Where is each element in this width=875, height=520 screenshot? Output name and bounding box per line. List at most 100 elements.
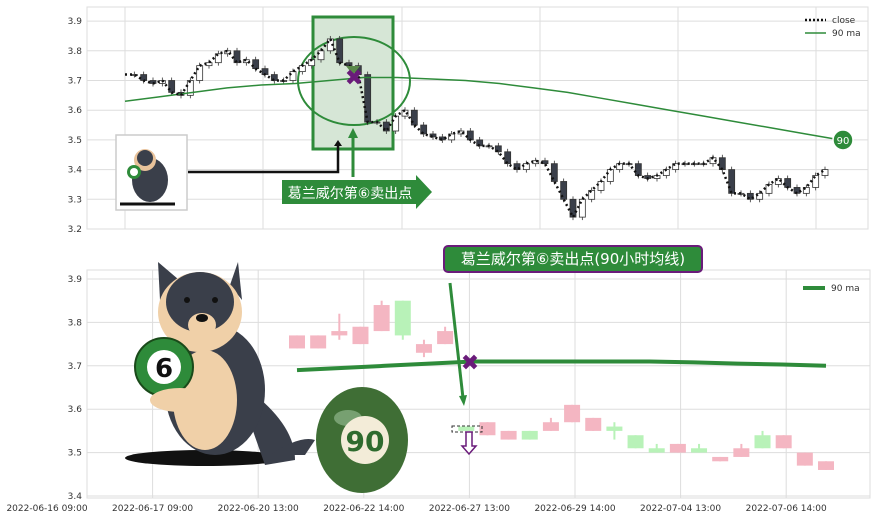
candle-body — [289, 335, 305, 349]
arrowhead-icon — [459, 395, 467, 406]
candle-body — [578, 198, 586, 218]
bottom-ma90-line — [296, 359, 827, 373]
pointer-arrow-green — [448, 282, 465, 399]
candle-body — [634, 163, 642, 176]
y-tick-label: 3.7 — [68, 77, 82, 87]
candle-body — [494, 145, 502, 153]
candle-body — [224, 50, 232, 55]
candle-body — [597, 181, 605, 191]
candle-body — [364, 74, 372, 123]
ma-badge — [832, 129, 854, 151]
ball-90-illustration: 90 — [316, 387, 408, 493]
candle-body — [500, 430, 517, 440]
y-tick-label: 3.5 — [68, 136, 82, 146]
sell-x-marker: ✖ — [461, 351, 479, 376]
candle-body — [812, 175, 820, 188]
candle-body — [775, 435, 792, 449]
legend-ma-label: 90 ma — [832, 29, 861, 39]
candle-body — [672, 163, 680, 171]
highlight-box — [311, 15, 395, 151]
ma-badge-label: 90 — [837, 136, 850, 147]
y-tick-label: 3.3 — [68, 195, 82, 205]
candle-body — [394, 300, 411, 336]
arrowhead-icon — [334, 140, 342, 146]
candle-body — [289, 71, 297, 81]
candle-body — [331, 331, 348, 336]
candle-body — [233, 50, 241, 64]
x-tick-label: 2022-07-04 13:00 — [640, 504, 721, 514]
candle-body — [733, 448, 750, 457]
candle-body — [606, 426, 623, 431]
candle-body — [606, 169, 614, 182]
bottom-yticks: 3.4 3.5 3.6 3.7 3.8 3.9 — [68, 275, 83, 502]
highlight-circle — [297, 36, 411, 126]
candle-body — [392, 115, 400, 132]
candle-body — [821, 169, 829, 176]
top-yticks: 3.2 3.3 3.4 3.5 3.6 3.7 3.8 3.9 — [68, 17, 83, 235]
candle-body — [410, 109, 418, 126]
candle-body — [521, 430, 538, 440]
x-tick-label: 2022-06-20 13:00 — [218, 504, 299, 514]
y-tick-label: 3.4 — [68, 492, 83, 502]
y-tick-label: 3.5 — [68, 449, 82, 459]
pointer-arrow-black — [188, 142, 340, 174]
x-tick-label: 2022-06-22 14:00 — [323, 504, 404, 514]
x-tick-label: 2022-06-16 09:00 — [6, 504, 87, 514]
bottom-candles — [289, 300, 834, 470]
candle-body — [415, 344, 432, 353]
candle-body — [458, 426, 475, 431]
candle-body — [382, 121, 390, 132]
candle-body — [569, 198, 577, 218]
candle-body — [479, 422, 496, 436]
y-tick-label: 3.9 — [68, 17, 83, 27]
candle-body — [627, 435, 644, 449]
bottom-xticks: 2022-06-16 09:00 2022-06-17 09:00 2022-06-… — [6, 504, 827, 514]
triangle-marker — [346, 66, 360, 75]
candle-body — [728, 169, 736, 194]
candle-body — [648, 448, 665, 453]
y-tick-label: 3.8 — [68, 47, 83, 57]
candle-body — [774, 178, 782, 185]
top-grid — [87, 7, 868, 230]
candle-body — [513, 163, 521, 171]
candle-body — [168, 80, 176, 93]
bottom-panel: 3.43.53.63.73.83.9 2022-06-16 09:00 2022-… — [6, 245, 871, 514]
legend-close-label: close — [832, 16, 856, 26]
arrowhead-icon — [348, 128, 358, 138]
y-tick-label: 3.9 — [68, 275, 83, 285]
candle-body — [448, 133, 456, 141]
x-tick-label: 2022-06-27 13:00 — [429, 504, 510, 514]
candle-body — [504, 151, 512, 165]
candle-body — [550, 163, 558, 182]
down-arrow-icon — [460, 431, 478, 456]
candle-body — [669, 443, 686, 453]
dog-thumbnail-image — [120, 149, 175, 206]
candle-body — [140, 74, 148, 81]
candle-body — [588, 189, 596, 200]
title-label-box — [443, 245, 703, 273]
top-plot-area — [86, 6, 869, 230]
top-close-line — [125, 36, 826, 220]
candle-body — [252, 59, 260, 70]
title-label: 葛兰威尔第⑥卖出点(90小时均线) — [461, 250, 685, 268]
candle-body — [420, 124, 428, 135]
candle-body — [756, 192, 764, 200]
y-tick-label: 3.4 — [68, 166, 83, 176]
y-tick-label: 3.6 — [68, 106, 83, 116]
dog-illustration: 6 — [125, 262, 315, 466]
y-tick-label: 3.6 — [68, 405, 83, 415]
candle-body — [437, 331, 454, 345]
candle-body — [270, 74, 278, 81]
candle-body — [564, 404, 581, 423]
x-tick-label: 2022-07-06 14:00 — [746, 504, 827, 514]
candle-body — [796, 452, 813, 466]
candle-body — [746, 192, 754, 200]
candle-body — [476, 139, 484, 147]
candle-body — [560, 181, 568, 200]
x-tick-label: 2022-06-29 14:00 — [534, 504, 615, 514]
candle-body — [373, 305, 390, 332]
x-tick-label: 2022-06-17 09:00 — [112, 504, 193, 514]
candle-body — [691, 448, 708, 453]
candle-body — [205, 62, 213, 67]
